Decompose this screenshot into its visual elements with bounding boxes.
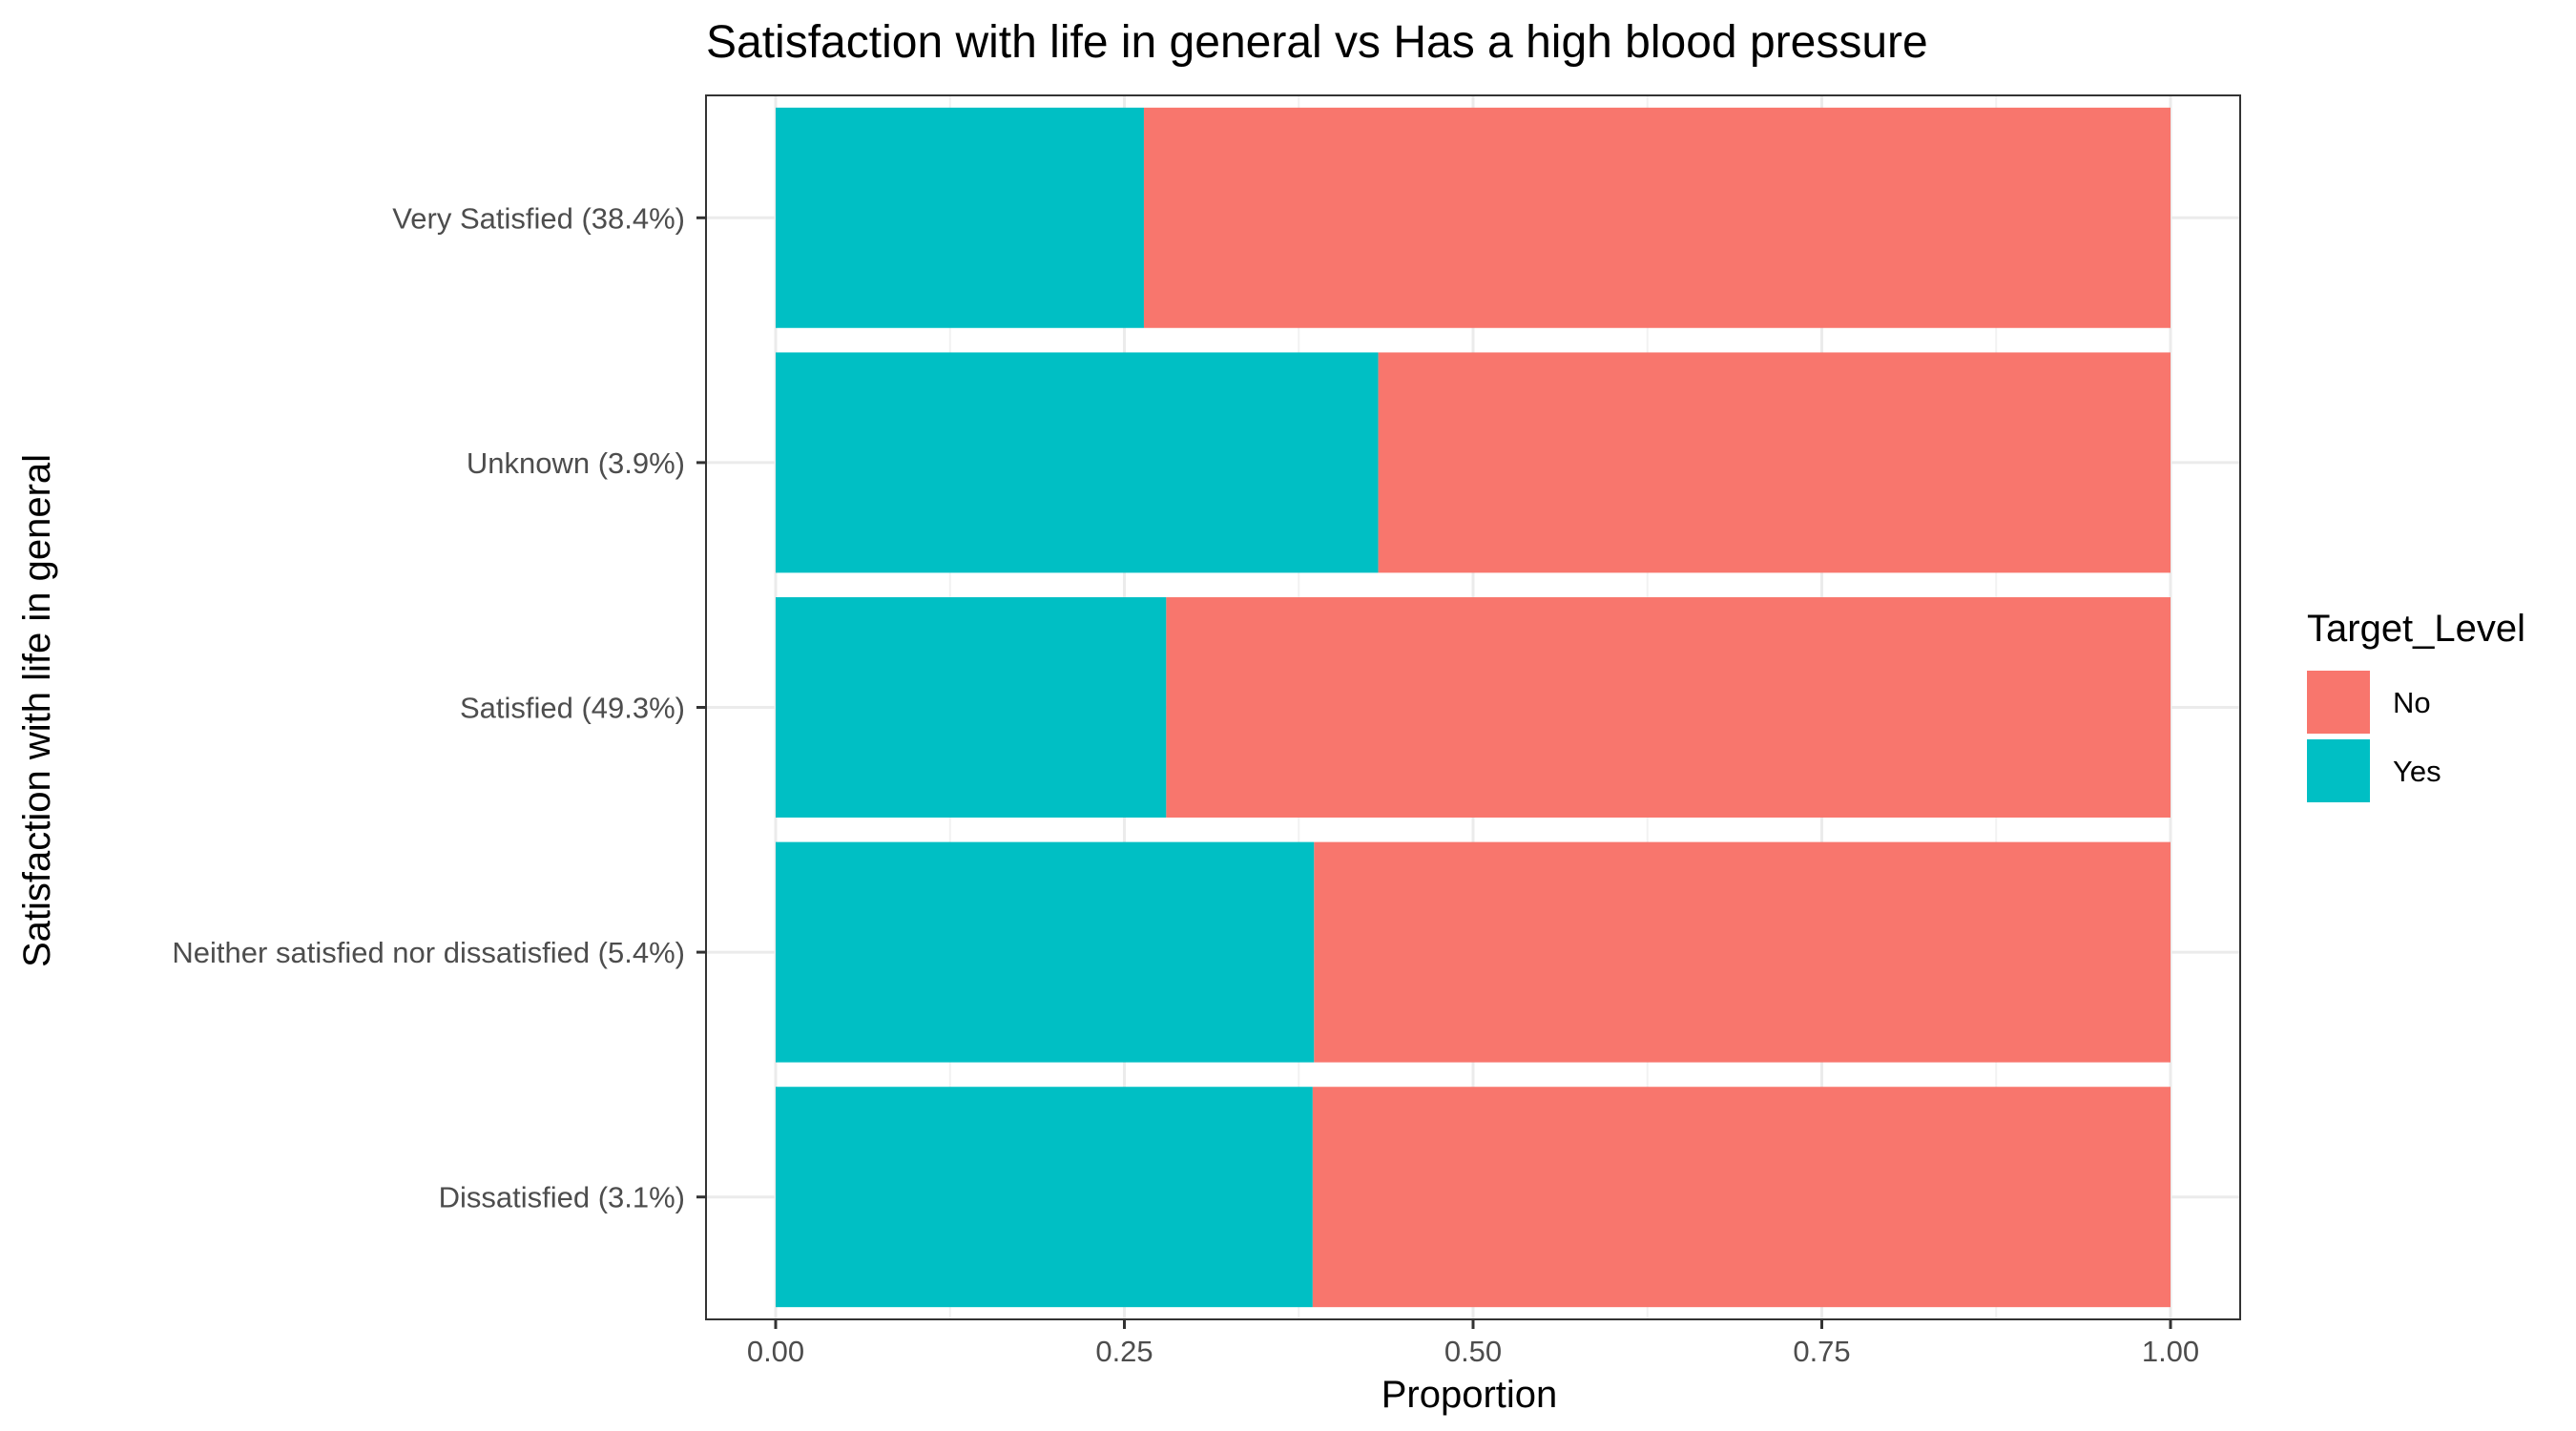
y-tick-label: Unknown (3.9%) [467,446,685,480]
legend-label-no: No [2393,686,2431,719]
y-tick-label: Dissatisfied (3.1%) [439,1181,685,1214]
plot-area: Very Satisfied (38.4%) Unknown (3.9%) Sati… [172,94,2241,1368]
bar-yes [776,352,1379,573]
legend-label-yes: Yes [2393,755,2441,788]
y-tick-label: Very Satisfied (38.4%) [392,201,685,235]
x-tick-label: 0.25 [1095,1335,1153,1368]
legend-key-no [2307,671,2370,734]
x-tick-label: 0.75 [1793,1335,1850,1368]
bar-yes [776,1087,1313,1308]
bar-yes [776,841,1315,1063]
x-tick-label: 0.00 [747,1335,804,1368]
bar-yes [776,107,1144,328]
bar-yes [776,597,1167,818]
legend: Target_Level No Yes [2307,608,2525,802]
bar-no [1314,841,2171,1063]
legend-title: Target_Level [2307,608,2525,650]
bar-no [1312,1087,2171,1308]
y-tick-label: Neither satisfied nor dissatisfied (5.4%… [172,936,685,969]
bar-no [1166,597,2171,818]
chart-title: Satisfaction with life in general vs Has… [706,17,1928,68]
x-tick-label: 1.00 [2142,1335,2199,1368]
legend-key-yes [2307,739,2370,802]
bar-no [1143,107,2171,328]
x-tick-label: 0.50 [1444,1335,1502,1368]
bar-no [1378,352,2171,573]
y-tick-label: Satisfied (49.3%) [460,692,685,725]
y-axis-title: Satisfaction with life in general [16,454,58,967]
x-axis-title: Proportion [1381,1374,1558,1416]
